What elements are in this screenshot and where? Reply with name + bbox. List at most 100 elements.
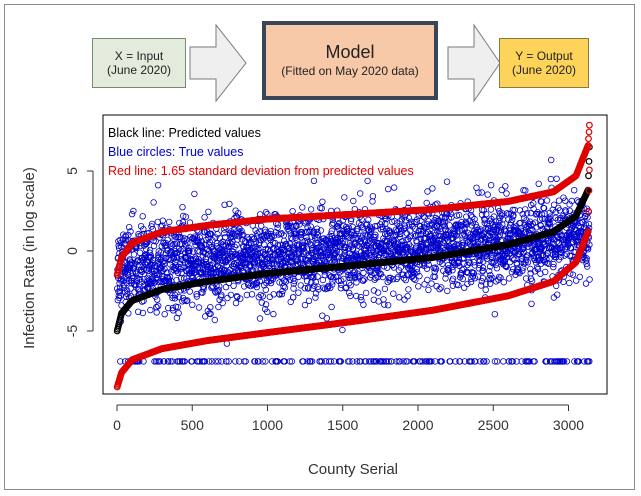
true-value-point [428, 358, 435, 365]
true-value-point [230, 263, 238, 270]
true-value-point [346, 289, 353, 297]
true-value-point [449, 275, 457, 282]
true-value-point [255, 358, 262, 365]
true-value-point [425, 286, 432, 294]
true-value-point [134, 308, 142, 315]
curve-point [585, 157, 593, 165]
true-value-point [287, 276, 294, 283]
true-value-point [421, 281, 428, 288]
true-value-point [205, 358, 213, 365]
true-value-point [329, 281, 336, 288]
true-value-point [378, 219, 385, 226]
true-value-point [390, 290, 397, 297]
true-value-point [423, 265, 431, 272]
true-value-point [132, 270, 140, 277]
true-value-point [391, 184, 398, 191]
true-value-point [189, 301, 196, 308]
plot-area [102, 114, 608, 395]
true-value-point [401, 296, 408, 303]
true-value-point [325, 248, 332, 255]
true-value-point [493, 265, 501, 272]
true-value-point [414, 269, 421, 276]
true-value-point [256, 315, 264, 322]
true-value-point [346, 240, 354, 247]
true-value-point [297, 282, 304, 289]
true-value-point [506, 275, 513, 282]
true-value-point [270, 291, 277, 298]
true-value-point [383, 358, 390, 365]
true-value-point [413, 216, 421, 223]
true-value-point [405, 214, 413, 222]
true-value-point [284, 223, 292, 230]
true-value-point [424, 358, 431, 365]
true-value-point [360, 301, 367, 308]
true-value-point [185, 247, 192, 254]
true-value-point [289, 207, 296, 215]
true-value-point [369, 198, 376, 205]
true-value-point [186, 247, 193, 255]
true-value-point [229, 238, 236, 245]
true-value-point [201, 214, 208, 221]
true-value-point [278, 230, 285, 237]
true-value-point [211, 288, 219, 295]
true-value-point [238, 264, 245, 272]
true-value-point [290, 294, 297, 301]
true-value-point [328, 303, 335, 311]
true-value-point [255, 245, 262, 253]
true-value-point [535, 180, 542, 187]
true-value-point [286, 358, 294, 365]
true-value-point [213, 240, 221, 247]
true-value-point [293, 257, 301, 265]
true-value-point [428, 280, 435, 287]
true-value-point [117, 358, 124, 365]
true-value-point [253, 283, 260, 291]
true-value-point [140, 225, 147, 233]
true-value-point [164, 247, 172, 254]
true-value-point [190, 269, 197, 277]
true-value-point [573, 277, 580, 284]
true-value-point [393, 358, 400, 365]
true-value-point [130, 251, 138, 258]
true-value-point [216, 283, 223, 290]
true-value-point [314, 231, 321, 239]
true-value-point [290, 280, 297, 287]
true-value-point [164, 274, 171, 281]
true-value-point [274, 221, 282, 228]
true-value-point [235, 358, 243, 365]
true-value-point [244, 234, 251, 241]
true-value-point [388, 358, 395, 365]
true-value-point [307, 206, 315, 213]
true-value-point [405, 286, 412, 293]
true-value-point [397, 264, 404, 271]
true-value-point [301, 285, 308, 292]
true-value-point [500, 279, 507, 286]
true-value-point [354, 272, 362, 280]
true-value-point [384, 302, 392, 309]
true-value-point [553, 175, 560, 182]
true-value-point [300, 358, 307, 365]
true-value-point [385, 358, 392, 365]
true-value-point [372, 233, 379, 241]
flow-arrow-right-icon [189, 23, 247, 103]
true-value-point [400, 358, 407, 365]
true-value-point [371, 223, 379, 230]
true-value-point [393, 231, 400, 239]
true-value-point [173, 254, 181, 261]
true-value-point [217, 267, 224, 275]
true-value-point [369, 192, 377, 200]
true-value-point [372, 231, 379, 238]
true-value-point [171, 295, 179, 302]
true-value-point [411, 232, 419, 240]
true-value-point [417, 235, 425, 242]
true-value-point [218, 358, 225, 365]
true-value-point [586, 276, 593, 283]
true-value-point [205, 208, 212, 215]
true-value-point [373, 358, 380, 365]
true-value-point [317, 227, 325, 234]
true-value-point [262, 209, 270, 216]
true-value-point [165, 218, 173, 226]
true-value-point [424, 276, 431, 284]
true-value-point [357, 293, 364, 301]
true-value-point [396, 294, 403, 301]
true-value-point [301, 244, 308, 251]
